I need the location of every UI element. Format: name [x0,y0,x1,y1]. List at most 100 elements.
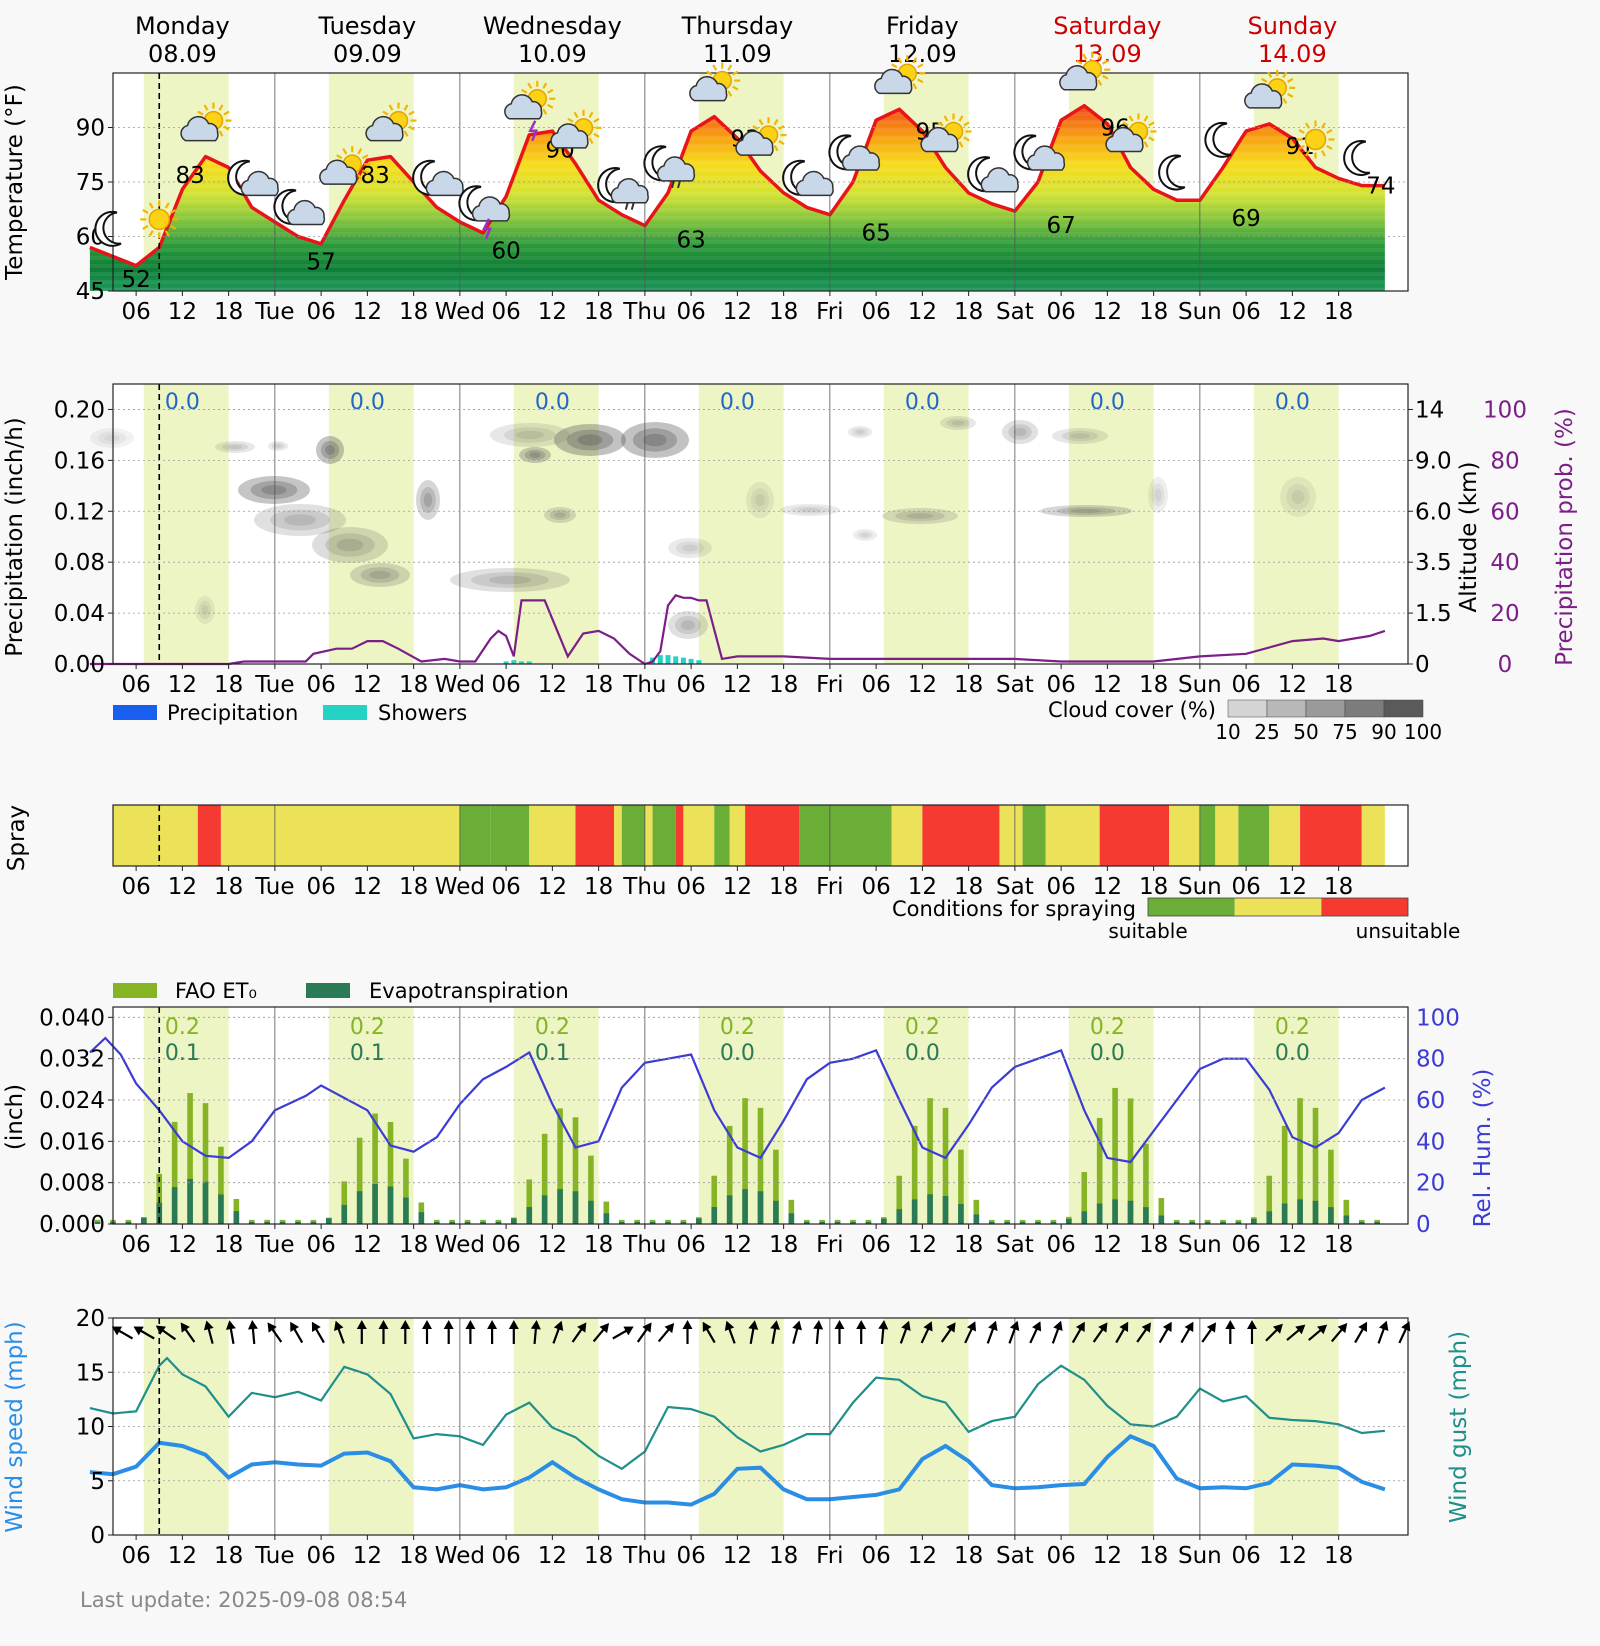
evapo-x-tick-label: 18 [1324,1232,1353,1258]
sun-ray [1287,92,1294,98]
cloud-cover-blob [524,449,546,461]
evapo-x-tick-label: 12 [538,1232,567,1258]
spray-segment [1045,805,1100,866]
wind-arrow-head [748,1320,759,1330]
evapo-x-tick-label: 18 [769,1232,798,1258]
spray-legend-title: Conditions for spraying [892,897,1136,921]
wind-daylight-band [698,1318,784,1535]
spray-x-tick-label: 06 [306,874,335,900]
sun-ray [773,144,779,152]
sun-ray [1076,59,1083,65]
cloud-cover-blob [853,529,877,541]
daily-et0-value: 0.2 [535,1015,570,1040]
cloud-cover-blob [270,509,330,531]
evapo-bar [1312,1200,1319,1224]
daily-evapo-value: 0.0 [1275,1041,1310,1066]
wind-arrow-head [311,1321,321,1333]
wind-direction-arrow [770,1320,781,1345]
showers-bar [673,656,679,664]
cloud-cover-blob [1069,508,1103,514]
sun-ray [897,57,903,64]
wind-arrow-head [378,1320,389,1329]
sun-ray [403,130,409,137]
evapo-bar [511,1218,517,1224]
evapo-y-tick-label: 0.032 [39,1047,105,1073]
moon-shape [94,210,122,247]
wind-arrow-head [878,1320,889,1330]
cloud-cover-blob [681,620,695,630]
sun-ray [943,115,949,122]
day-date: 08.09 [148,40,217,68]
evapo-bar [1050,1221,1057,1224]
precipitation-frame [112,383,1409,665]
lightning-mark [481,218,492,240]
sun-ray [547,88,554,94]
wind-x-tick-label: 12 [723,1543,752,1569]
evapo-bar [418,1212,425,1224]
spray-x-tick-label: 12 [908,874,937,900]
moon-rain-icon [643,145,696,189]
sun-ray [937,121,944,127]
temperature-x-tick-label: Sat [996,299,1034,325]
temperature-x-tick-label: 12 [723,299,752,325]
evapo-bar [988,1221,995,1224]
evapo-bar [141,1217,147,1224]
wind-direction-arrow [508,1320,519,1344]
wind-gust-line [89,1356,1386,1471]
cloud-cover-blob [325,533,375,557]
evapo-bar [850,1221,856,1224]
spray-segment [891,805,923,866]
temperature-x-tick-label: 18 [954,299,983,325]
wind-direction-arrow [571,1322,587,1343]
evapo-x-tick-label: Sun [1178,1232,1222,1258]
sun-cloud-icon [920,113,972,153]
wind-direction-arrow [356,1320,367,1344]
evapo-bar [387,1186,394,1224]
et0-bar [927,1098,933,1224]
sun-cloud-icon [180,102,232,142]
sun-ray [1321,150,1326,157]
wind-arrow-head [682,1320,693,1329]
et0-bar [403,1158,409,1224]
sun-ray [1102,74,1109,80]
cloud-cover-legend-swatch [1266,699,1307,718]
precipitation-x-tick-label: 06 [306,672,335,698]
evapo-bar [464,1221,471,1224]
wind-direction-arrow [1071,1321,1085,1344]
wind-x-tick-label: 06 [676,1543,705,1569]
evapo-x-tick-label: Tue [254,1232,294,1258]
wind-direction-arrow [1286,1324,1306,1341]
temperature-value-label: 57 [306,249,335,275]
cloud-cover-blob [416,480,440,520]
spray-legend-suitable-label: suitable [1108,919,1187,943]
precipitation-x-tick-label: Fri [816,672,843,698]
wind-x-tick-label: 12 [908,1543,937,1569]
et0-legend-label: FAO ET₀ [175,979,257,1003]
cloud-cover-legend-swatch [1227,699,1268,718]
evapo-bar [680,1221,687,1224]
altitude-tick-label: 1.5 [1415,601,1452,627]
spray-x-tick-label: 12 [168,874,197,900]
sun-ray [218,130,224,137]
evapo-bar [788,1213,795,1224]
wind-direction-arrow [225,1320,236,1345]
sun-ray [758,118,764,126]
precipitation-legend-swatch [113,705,157,720]
cloud-cover-legend-swatch [1383,699,1424,718]
day-name: Wednesday [483,12,622,40]
day-name: Friday [886,12,959,40]
evapo-bar [896,1209,903,1224]
cloud-cover-legend-tick: 90 [1371,720,1396,744]
wind-direction-arrow [1136,1322,1151,1343]
precipitation-x-tick-label: 18 [1139,672,1168,698]
et0-bar [1328,1149,1334,1224]
evapo-x-tick-label: 12 [1093,1232,1122,1258]
cloud-shape [471,196,511,222]
daily-precip-total: 0.0 [720,390,755,415]
moon-icon [94,210,122,247]
wind-arrow-head [180,1322,190,1333]
day-date: 11.09 [703,40,772,68]
temperature-value-label: 52 [121,267,150,293]
precip-prob-tick-label: 100 [1483,397,1527,423]
